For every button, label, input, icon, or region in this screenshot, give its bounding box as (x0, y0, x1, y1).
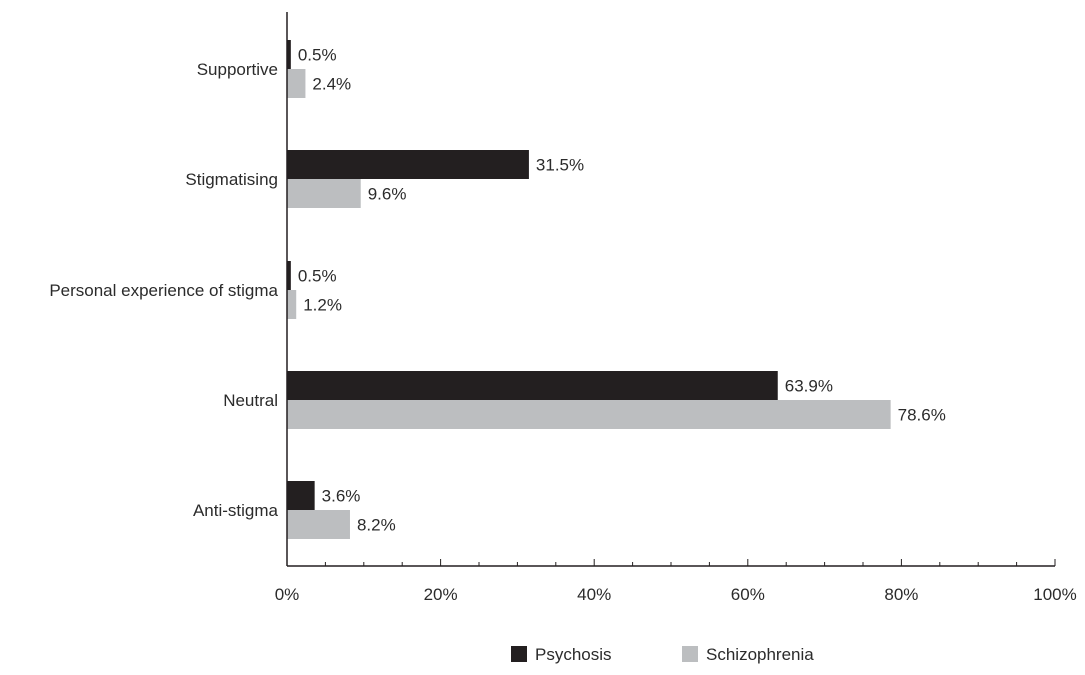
value-label-schizophrenia-4: 78.6% (898, 406, 946, 425)
x-tick-label-1: 0% (275, 585, 300, 604)
value-label-psychosis-1: 0.5% (298, 46, 337, 65)
bar-schizophrenia-4 (287, 400, 891, 429)
value-labels-group: 0.5% 2.4% 31.5% 9.6% 0.5% 1.2% 63.9% 78.6% 3.6% 8… (298, 46, 946, 535)
bar-psychosis-2 (287, 150, 529, 179)
value-label-schizophrenia-2: 9.6% (368, 185, 407, 204)
bar-psychosis-4 (287, 371, 778, 400)
value-label-psychosis-4: 63.9% (785, 377, 833, 396)
legend-label-psychosis: Psychosis (535, 645, 612, 664)
category-label-2: Stigmatising (185, 170, 278, 189)
category-label-4: Neutral (223, 391, 278, 410)
x-tick-label-2: 20% (424, 585, 458, 604)
legend: Psychosis Schizophrenia (511, 645, 814, 664)
axes-group: 0% 20% 40% 60% 80% 100% (275, 12, 1077, 604)
legend-swatch-schizophrenia (682, 646, 698, 662)
bar-schizophrenia-2 (287, 179, 361, 208)
legend-swatch-psychosis (511, 646, 527, 662)
value-label-schizophrenia-3: 1.2% (303, 296, 342, 315)
x-tick-label-5: 80% (884, 585, 918, 604)
bar-psychosis-3 (287, 261, 291, 290)
x-tick-label-3: 40% (577, 585, 611, 604)
category-label-5: Anti-stigma (193, 501, 279, 520)
value-label-psychosis-3: 0.5% (298, 267, 337, 286)
value-label-schizophrenia-5: 8.2% (357, 516, 396, 535)
x-tick-label-6: 100% (1033, 585, 1076, 604)
value-label-psychosis-5: 3.6% (322, 487, 361, 506)
bar-schizophrenia-1 (287, 69, 306, 98)
value-label-psychosis-2: 31.5% (536, 156, 584, 175)
category-label-3: Personal experience of stigma (49, 281, 278, 300)
value-label-schizophrenia-1: 2.4% (312, 75, 351, 94)
bar-schizophrenia-5 (287, 510, 350, 539)
bar-psychosis-1 (287, 40, 291, 69)
x-tick-label-4: 60% (731, 585, 765, 604)
bar-schizophrenia-3 (287, 290, 297, 319)
category-labels-group: Supportive Stigmatising Personal experienc… (49, 60, 278, 520)
legend-label-schizophrenia: Schizophrenia (706, 645, 814, 664)
bar-psychosis-5 (287, 481, 315, 510)
bars-group (287, 40, 891, 539)
category-label-1: Supportive (197, 60, 278, 79)
